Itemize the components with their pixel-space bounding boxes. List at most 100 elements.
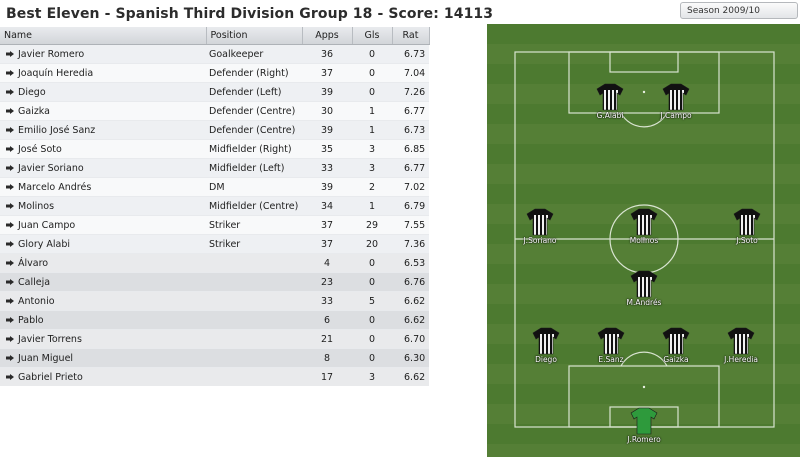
arrow-pin-icon (6, 298, 14, 304)
table-row[interactable]: Javier Romero Goalkeeper 36 0 6.73 (0, 44, 429, 64)
arrow-pin-icon (6, 374, 14, 380)
table-row[interactable]: Gabriel Prieto 17 3 6.62 (0, 367, 429, 386)
shirt-icon (727, 327, 755, 355)
shirt-icon (596, 83, 624, 111)
player-name-cell[interactable]: Diego (0, 82, 206, 102)
pitch-player-label: Molinos (629, 236, 659, 245)
shirt-icon (733, 208, 761, 236)
player-name: Glory Alabi (18, 238, 70, 250)
player-name-cell[interactable]: Juan Miguel (0, 348, 206, 368)
table-row[interactable]: Pablo 6 0 6.62 (0, 310, 429, 330)
player-name-cell[interactable]: Marcelo Andrés (0, 177, 206, 197)
player-position (206, 329, 302, 349)
pitch-player[interactable] (630, 208, 658, 236)
table-row[interactable]: José Soto Midfielder (Right) 35 3 6.85 (0, 139, 429, 159)
table-row[interactable]: Javier Torrens 21 0 6.70 (0, 329, 429, 349)
player-apps: 37 (302, 215, 352, 235)
table-row[interactable]: Álvaro 4 0 6.53 (0, 253, 429, 273)
pitch-player-label: Gaizka (663, 355, 689, 364)
season-dropdown[interactable]: Season 2009/10 (680, 2, 798, 19)
arrow-pin-icon (6, 70, 14, 76)
player-name-cell[interactable]: Álvaro (0, 253, 206, 273)
player-name: Javier Soriano (18, 162, 84, 174)
column-header-apps[interactable]: Apps (302, 27, 353, 45)
table-row[interactable]: Molinos Midfielder (Centre) 34 1 6.79 (0, 196, 429, 216)
table-row[interactable]: Glory Alabi Striker 37 20 7.36 (0, 234, 429, 254)
column-header-rating[interactable]: Rat (392, 27, 430, 45)
arrow-pin-icon (6, 108, 14, 114)
player-position: Defender (Centre) (206, 120, 302, 140)
table-row[interactable]: Juan Campo Striker 37 29 7.55 (0, 215, 429, 235)
player-position (206, 272, 302, 292)
player-name-cell[interactable]: Juan Campo (0, 215, 206, 235)
pitch-player[interactable] (630, 270, 658, 298)
player-name-cell[interactable]: Molinos (0, 196, 206, 216)
player-rating: 7.04 (392, 63, 429, 83)
player-name-cell[interactable]: José Soto (0, 139, 206, 159)
player-goals: 0 (352, 82, 392, 102)
player-name-cell[interactable]: Javier Romero (0, 44, 206, 64)
pitch-player[interactable] (526, 208, 554, 236)
player-name-cell[interactable]: Pablo (0, 310, 206, 330)
player-position: Striker (206, 215, 302, 235)
pitch-player[interactable] (532, 327, 560, 355)
arrow-pin-icon (6, 336, 14, 342)
player-position (206, 291, 302, 311)
player-rating: 6.76 (392, 272, 429, 292)
player-name: Javier Torrens (18, 333, 82, 345)
player-position: Defender (Centre) (206, 101, 302, 121)
player-name-cell[interactable]: Glory Alabi (0, 234, 206, 254)
table-row[interactable]: Gaizka Defender (Centre) 30 1 6.77 (0, 101, 429, 121)
pitch-player[interactable] (662, 327, 690, 355)
player-position: Goalkeeper (206, 44, 302, 64)
pitch-player[interactable] (727, 327, 755, 355)
player-name: Joaquín Heredia (18, 67, 94, 79)
player-position: Defender (Left) (206, 82, 302, 102)
player-apps: 33 (302, 158, 352, 178)
player-name-cell[interactable]: Javier Soriano (0, 158, 206, 178)
player-goals: 3 (352, 139, 392, 159)
column-header-name[interactable]: Name (0, 27, 207, 45)
player-goals: 1 (352, 196, 392, 216)
player-rating: 6.62 (392, 310, 429, 330)
column-header-position[interactable]: Position (206, 27, 303, 45)
table-row[interactable]: Javier Soriano Midfielder (Left) 33 3 6.77 (0, 158, 429, 178)
table-row[interactable]: Joaquín Heredia Defender (Right) 37 0 7.04 (0, 63, 429, 83)
player-name-cell[interactable]: Antonio (0, 291, 206, 311)
pitch-player[interactable] (662, 83, 690, 111)
player-position: Midfielder (Centre) (206, 196, 302, 216)
table-row[interactable]: Marcelo Andrés DM 39 2 7.02 (0, 177, 429, 197)
table-row[interactable]: Antonio 33 5 6.62 (0, 291, 429, 311)
player-name-cell[interactable]: Calleja (0, 272, 206, 292)
player-apps: 30 (302, 101, 352, 121)
pitch-player[interactable] (596, 83, 624, 111)
player-apps: 35 (302, 139, 352, 159)
column-header-goals[interactable]: Gls (352, 27, 393, 45)
player-position: DM (206, 177, 302, 197)
player-name-cell[interactable]: Gabriel Prieto (0, 367, 206, 386)
player-apps: 39 (302, 120, 352, 140)
player-name-cell[interactable]: Gaizka (0, 101, 206, 121)
pitch-player[interactable] (597, 327, 625, 355)
player-rating: 6.30 (392, 348, 429, 368)
player-name-cell[interactable]: Javier Torrens (0, 329, 206, 349)
arrow-pin-icon (6, 355, 14, 361)
arrow-pin-icon (6, 146, 14, 152)
table-row[interactable]: Juan Miguel 8 0 6.30 (0, 348, 429, 368)
player-rating: 6.53 (392, 253, 429, 273)
pitch-player[interactable] (733, 208, 761, 236)
arrow-pin-icon (6, 51, 14, 57)
player-name: Gabriel Prieto (18, 371, 83, 383)
player-name: Juan Miguel (18, 352, 74, 364)
table-row[interactable]: Emilio José Sanz Defender (Centre) 39 1 6.73 (0, 120, 429, 140)
pitch-player-label: Diego (535, 355, 557, 364)
pitch-player[interactable] (630, 407, 658, 435)
player-name-cell[interactable]: Joaquín Heredia (0, 63, 206, 83)
table-row[interactable]: Calleja 23 0 6.76 (0, 272, 429, 292)
table-row[interactable]: Diego Defender (Left) 39 0 7.26 (0, 82, 429, 102)
table-header-row: Name Position Apps Gls Rat (0, 27, 430, 45)
player-goals: 2 (352, 177, 392, 197)
player-rating: 6.70 (392, 329, 429, 349)
player-rating: 6.62 (392, 291, 429, 311)
player-name-cell[interactable]: Emilio José Sanz (0, 120, 206, 140)
